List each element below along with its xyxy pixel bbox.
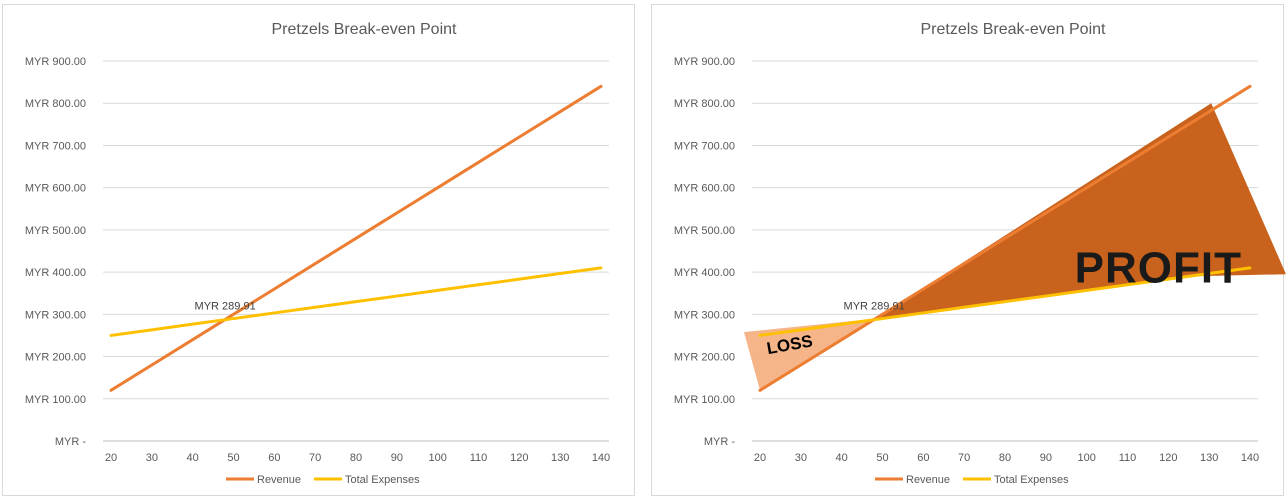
y-tick-label: MYR - bbox=[704, 436, 736, 448]
x-tick-label: 140 bbox=[592, 452, 610, 464]
x-tick-label: 110 bbox=[1119, 452, 1137, 464]
profit-label: PROFIT bbox=[1075, 244, 1242, 293]
x-tick-label: 140 bbox=[1241, 452, 1259, 464]
y-tick-label: MYR 600.00 bbox=[674, 183, 735, 195]
y-tick-label: MYR 200.00 bbox=[674, 352, 735, 364]
y-tick-label: MYR 900.00 bbox=[674, 56, 735, 68]
y-tick-label: MYR 700.00 bbox=[674, 140, 735, 152]
y-tick-label: MYR 400.00 bbox=[25, 267, 86, 279]
chart-left-svg: Pretzels Break-even Point MYR - MYR 100.00… bbox=[25, 21, 610, 486]
chart-panel-left: Pretzels Break-even Point MYR - MYR 100.00… bbox=[2, 4, 635, 496]
series-line-revenue bbox=[758, 84, 1252, 392]
x-tick-label: 130 bbox=[1200, 452, 1218, 464]
y-tick-label: MYR 700.00 bbox=[25, 140, 86, 152]
x-tick-label: 40 bbox=[836, 452, 848, 464]
x-tick-label: 130 bbox=[551, 452, 569, 464]
y-tick-label: MYR 100.00 bbox=[25, 394, 86, 406]
y-tick-label: MYR 400.00 bbox=[674, 267, 735, 279]
y-tick-label: MYR 300.00 bbox=[674, 309, 735, 321]
loss-region bbox=[744, 318, 876, 391]
chart-panel-right: Pretzels Break-even Point MYR - MYR 100.00… bbox=[651, 4, 1286, 496]
profit-region bbox=[875, 103, 1286, 319]
x-tick-label: 90 bbox=[391, 452, 403, 464]
x-tick-label: 60 bbox=[917, 452, 929, 464]
x-tick-label: 50 bbox=[227, 452, 239, 464]
y-tick-label: MYR 800.00 bbox=[25, 98, 86, 110]
legend-label: Total Expenses bbox=[994, 474, 1069, 486]
chart-title: Pretzels Break-even Point bbox=[921, 21, 1107, 38]
x-tick-label: 100 bbox=[1077, 452, 1095, 464]
series-line-total-expenses bbox=[109, 266, 603, 337]
x-tick-label: 40 bbox=[187, 452, 199, 464]
chart-right-svg: Pretzels Break-even Point MYR - MYR 100.00… bbox=[674, 21, 1286, 486]
y-tick-label: MYR 900.00 bbox=[25, 56, 86, 68]
x-tick-label: 80 bbox=[350, 452, 362, 464]
x-tick-label: 80 bbox=[999, 452, 1011, 464]
x-tick-label: 50 bbox=[876, 452, 888, 464]
legend-label: Revenue bbox=[906, 474, 950, 486]
series-line-total-expenses bbox=[758, 266, 1252, 337]
break-even-label: MYR 289.91 bbox=[844, 301, 905, 313]
x-tick-label: 110 bbox=[470, 452, 488, 464]
y-tick-label: MYR 100.00 bbox=[674, 394, 735, 406]
x-tick-label: 20 bbox=[105, 452, 117, 464]
x-tick-label: 100 bbox=[428, 452, 446, 464]
y-tick-label: MYR 800.00 bbox=[674, 98, 735, 110]
x-tick-label: 30 bbox=[795, 452, 807, 464]
x-tick-label: 60 bbox=[268, 452, 280, 464]
y-tick-label: MYR 500.00 bbox=[25, 225, 86, 237]
series-line-revenue bbox=[109, 84, 603, 392]
x-tick-label: 20 bbox=[754, 452, 766, 464]
x-tick-label: 30 bbox=[146, 452, 158, 464]
legend-label: Total Expenses bbox=[345, 474, 420, 486]
y-tick-label: MYR 600.00 bbox=[25, 183, 86, 195]
x-tick-label: 120 bbox=[510, 452, 528, 464]
y-tick-label: MYR 200.00 bbox=[25, 352, 86, 364]
x-tick-label: 70 bbox=[309, 452, 321, 464]
y-tick-label: MYR - bbox=[55, 436, 87, 448]
legend-label: Revenue bbox=[257, 474, 301, 486]
y-tick-label: MYR 300.00 bbox=[25, 309, 86, 321]
break-even-label: MYR 289.91 bbox=[195, 301, 256, 313]
x-tick-label: 70 bbox=[958, 452, 970, 464]
y-tick-label: MYR 500.00 bbox=[674, 225, 735, 237]
x-tick-label: 120 bbox=[1159, 452, 1177, 464]
x-tick-label: 90 bbox=[1040, 452, 1052, 464]
chart-title: Pretzels Break-even Point bbox=[272, 21, 458, 38]
